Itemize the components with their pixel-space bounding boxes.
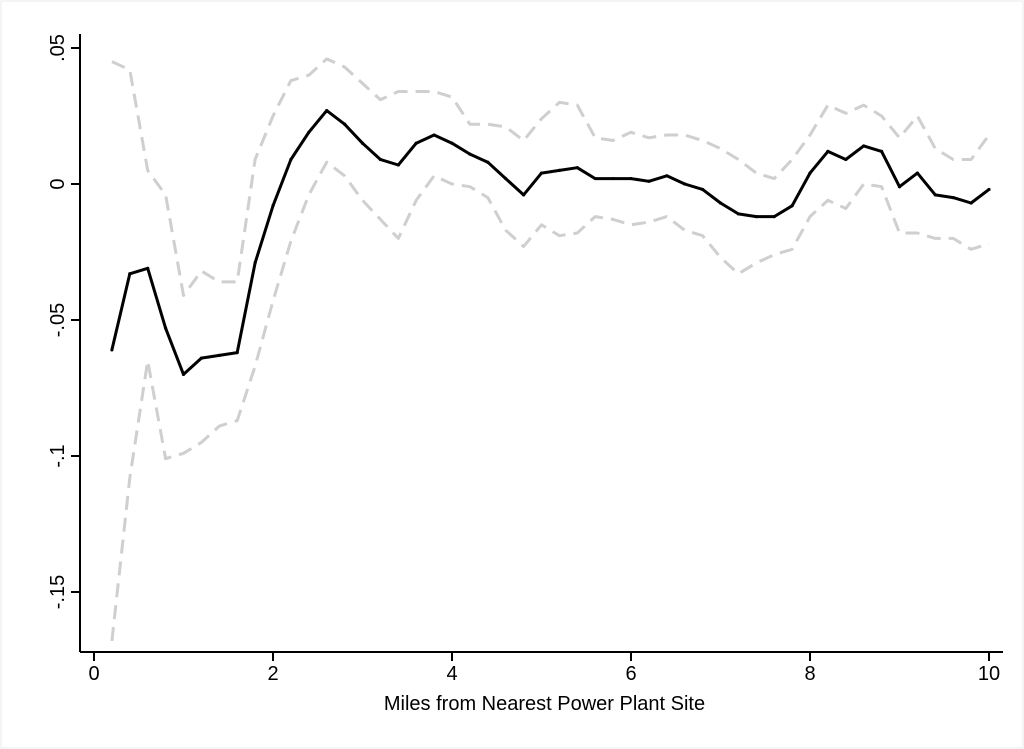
estimate-point	[808, 171, 812, 175]
estimate-point	[414, 141, 418, 145]
estimate-point	[504, 176, 508, 181]
estimate-point	[378, 157, 382, 162]
estimate-point	[164, 326, 168, 330]
estimate-point	[951, 196, 955, 200]
estimate-line	[110, 109, 990, 376]
estimate-point	[450, 141, 454, 145]
estimate-point	[575, 166, 579, 170]
x-tick-label: 10	[978, 663, 1000, 685]
y-tick-label: .05	[47, 34, 69, 62]
y-tick-label: -.1	[47, 444, 69, 467]
estimate-point	[360, 141, 365, 145]
estimate-point	[593, 176, 597, 181]
estimate-point	[199, 356, 203, 360]
estimate-point	[897, 185, 902, 189]
estimate-point	[289, 157, 293, 162]
estimate-point	[754, 215, 758, 219]
estimate-point	[718, 201, 723, 205]
estimate-point	[862, 144, 866, 148]
estimate-point	[915, 171, 920, 175]
upper-ci-line	[111, 57, 991, 297]
estimate-point	[611, 176, 615, 181]
x-tick-label: 4	[446, 663, 457, 685]
x-tick-label: 2	[267, 663, 278, 685]
estimate-point	[629, 176, 633, 181]
y-tick-label: -.05	[47, 303, 69, 337]
estimate-point	[790, 204, 794, 208]
estimate-point	[307, 130, 311, 134]
x-ticks: 0 2 4 6 8 10	[88, 652, 1000, 685]
estimate-point	[880, 149, 884, 153]
estimate-point	[110, 348, 114, 352]
estimate-point	[253, 261, 257, 265]
estimate-point	[539, 171, 544, 175]
estimate-point	[146, 266, 150, 270]
estimate-point	[772, 215, 776, 219]
estimate-point	[987, 187, 991, 192]
axes-layer	[79, 34, 1003, 653]
estimate-point	[343, 122, 347, 126]
estimate-point	[683, 182, 687, 186]
estimate-point	[325, 108, 329, 113]
estimate-point	[396, 163, 400, 167]
estimate-point	[181, 372, 186, 376]
x-axis-title: Miles from Nearest Power Plant Site	[384, 693, 705, 715]
estimate-point	[969, 201, 973, 205]
x-tick-label: 8	[804, 663, 815, 685]
estimate-point	[522, 193, 526, 197]
estimate-point	[736, 212, 741, 216]
x-tick-label: 0	[88, 663, 99, 685]
estimate-point	[486, 160, 490, 164]
estimate-point	[665, 174, 669, 178]
series-layer	[110, 57, 991, 642]
y-ticks: .05 0 -.05 -.1 -.15	[47, 34, 80, 609]
estimate-point	[933, 193, 937, 197]
estimate-point	[235, 351, 239, 355]
lower-ci-line	[110, 160, 990, 642]
estimate-point	[468, 152, 472, 156]
estimate-point	[432, 133, 436, 137]
estimate-point	[701, 187, 705, 192]
estimate-point	[271, 204, 275, 208]
estimate-point	[217, 353, 221, 357]
y-tick-label: -.15	[47, 575, 69, 609]
estimate-point	[647, 179, 651, 183]
estimate-point	[844, 157, 848, 162]
y-tick-label: 0	[47, 178, 69, 189]
x-tick-label: 6	[625, 663, 636, 685]
estimate-point	[128, 272, 132, 276]
estimate-point	[826, 149, 830, 153]
estimate-point	[557, 168, 562, 172]
